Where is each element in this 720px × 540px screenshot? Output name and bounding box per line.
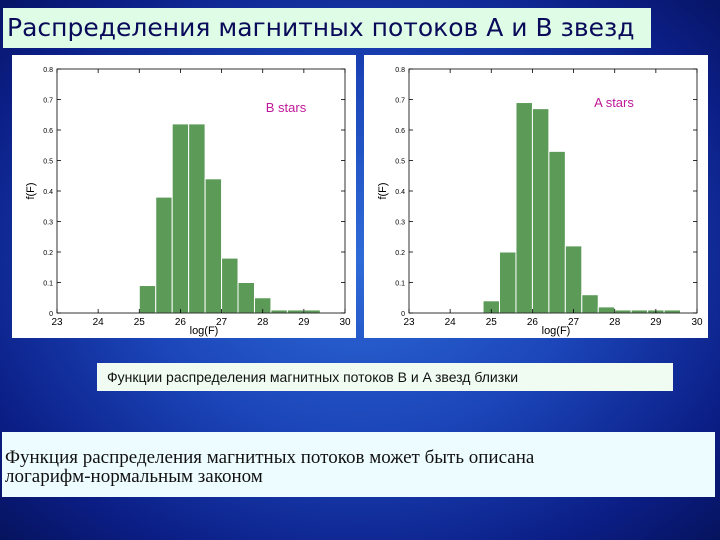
y-tick-label: 0.5 (395, 159, 405, 166)
histogram-a-stars-plot: 0 0.1 0.2 0.3 0.4 0.5 0.6 0.7 0.8 23 24 25 26 27 28 29 3… (377, 67, 703, 337)
y-tick-label: 0.3 (395, 220, 405, 227)
y-tick-label: 0.2 (395, 250, 405, 257)
x-axis-label: log(F) (190, 325, 219, 337)
conclusion-line-2: логарифм-нормальным законом (5, 466, 263, 487)
x-tick-label: 28 (609, 317, 621, 328)
histogram-b-stars-plot: 0 0.1 0.2 0.3 0.4 0.5 0.6 0.7 0.8 23 24 25 26 27 28 29 3… (25, 67, 351, 337)
y-tick-label: 0.7 (395, 98, 405, 105)
y-tick-label: 0 (49, 311, 53, 318)
slide-title: Распределения магнитных потоков А и В зв… (3, 8, 651, 48)
y-tick-label: 0.6 (43, 128, 53, 135)
y-tick-label: 0.3 (43, 220, 53, 227)
caption-box: Функции распределения магнитных потоков … (97, 363, 673, 391)
y-tick-label: 0.6 (395, 128, 405, 135)
x-tick-label: 24 (445, 317, 457, 328)
x-tick-label: 30 (691, 317, 703, 328)
y-tick-label: 0.1 (43, 281, 53, 288)
x-axis-label: log(F) (542, 325, 571, 337)
y-axis-label: f(F) (377, 182, 389, 199)
y-tick-label: 0.1 (395, 281, 405, 288)
y-tick-label: 0 (401, 311, 405, 318)
histogram-bar (155, 196, 173, 314)
y-tick-label: 0.2 (43, 250, 53, 257)
histogram-bar (564, 245, 583, 314)
y-tick-label: 0.4 (43, 189, 53, 196)
histogram-bar (548, 150, 566, 314)
histogram-bar (303, 309, 321, 314)
histogram-b-stars: 0 0.1 0.2 0.3 0.4 0.5 0.6 0.7 0.8 23 24 25 26 27 28 29 3… (12, 55, 356, 338)
histogram-bar (630, 309, 649, 314)
histogram-bar (188, 123, 206, 314)
histogram-bar (171, 123, 190, 314)
histogram-bar (614, 309, 632, 314)
y-tick-label: 0.7 (43, 98, 53, 105)
x-tick-label: 27 (216, 317, 228, 328)
histogram-bar (499, 251, 517, 314)
histogram-a-stars: 0 0.1 0.2 0.3 0.4 0.5 0.6 0.7 0.8 23 24 25 26 27 28 29 3… (364, 55, 708, 338)
y-tick-label: 0.8 (43, 67, 53, 74)
y-tick-label: 0.5 (43, 159, 53, 166)
series-annotation: B stars (266, 100, 307, 115)
histogram-bar (581, 294, 599, 314)
histogram-bar (237, 282, 255, 314)
histogram-bar (270, 309, 288, 314)
x-tick-label: 29 (298, 317, 310, 328)
x-tick-label: 25 (486, 317, 498, 328)
x-tick-label: 24 (93, 317, 105, 328)
x-tick-label: 26 (175, 317, 187, 328)
x-tick-label: 23 (403, 317, 415, 328)
histogram-bar (286, 309, 305, 314)
series-annotation: A stars (594, 95, 634, 110)
histogram-bar (138, 285, 157, 314)
y-tick-label: 0.8 (395, 67, 405, 74)
x-tick-label: 23 (51, 317, 63, 328)
conclusion-line-1: Функция распределения магнитных потоков … (5, 447, 535, 468)
histogram-bar (597, 306, 616, 314)
x-tick-label: 30 (339, 317, 351, 328)
histogram-bar (531, 108, 550, 314)
x-tick-label: 25 (134, 317, 146, 328)
histogram-bar (515, 102, 533, 314)
x-tick-label: 27 (568, 317, 580, 328)
x-tick-label: 28 (257, 317, 269, 328)
histogram-bar (204, 178, 223, 314)
x-tick-label: 29 (650, 317, 662, 328)
y-tick-label: 0.4 (395, 189, 405, 196)
x-tick-label: 26 (527, 317, 539, 328)
histogram-bar (221, 257, 239, 314)
conclusion-box: Функция распределения магнитных потоков … (2, 432, 715, 497)
histogram-bar (663, 309, 682, 314)
y-axis-label: f(F) (25, 182, 37, 199)
